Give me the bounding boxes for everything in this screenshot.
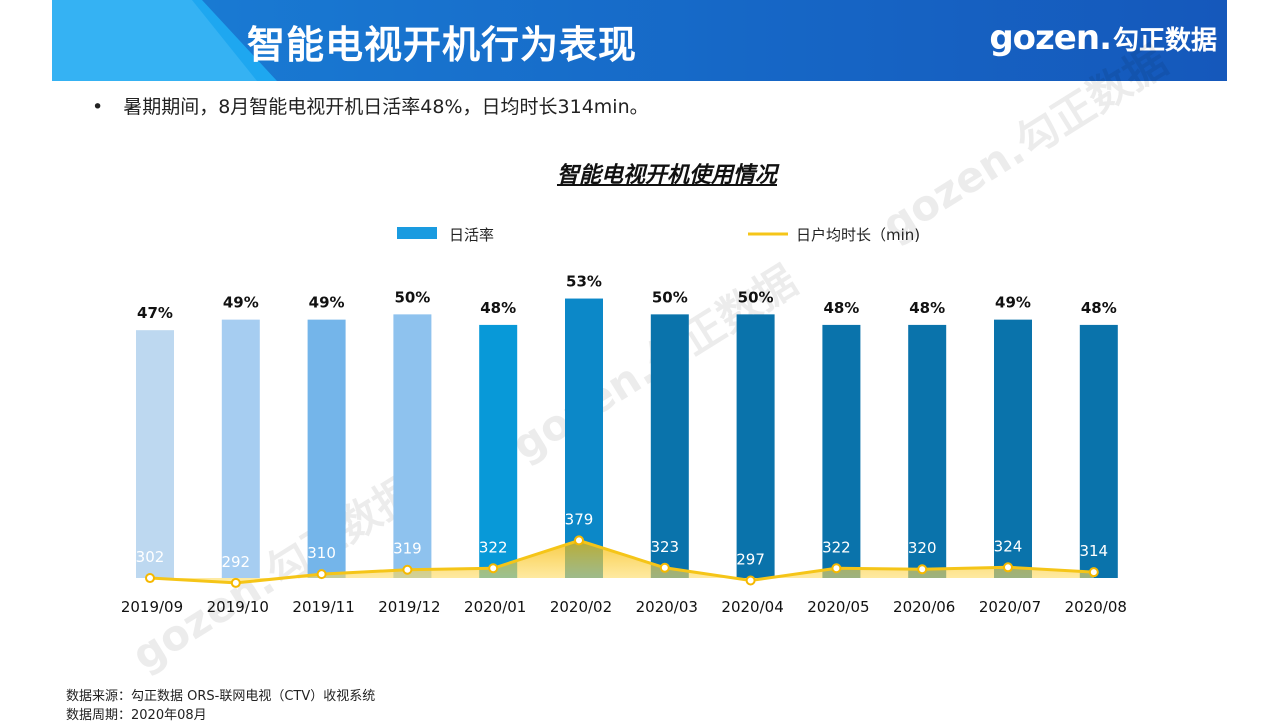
duration-point	[745, 575, 756, 586]
x-tick-label: 2020/02	[550, 598, 612, 616]
x-tick-label: 2020/03	[636, 598, 698, 616]
duration-point	[230, 577, 241, 588]
header-banner: 智能电视开机行为表现 gozen.勾正数据	[52, 0, 1227, 81]
duration-value-label: 324	[994, 537, 1023, 555]
duration-value-label: 310	[307, 544, 336, 562]
bar-2020/06	[908, 324, 947, 578]
duration-value-label: 322	[822, 538, 851, 556]
bar-value-label: 47%	[137, 304, 173, 322]
x-tick-label: 2020/06	[893, 598, 955, 616]
logo-latin: gozen.	[989, 18, 1112, 58]
x-tick-label: 2020/08	[1065, 598, 1127, 616]
duration-value-label: 292	[221, 553, 250, 571]
duration-value-label: 322	[479, 538, 508, 556]
duration-point	[574, 535, 584, 546]
bar-2020/02	[565, 298, 603, 578]
bar-2019/11	[307, 319, 346, 578]
chart-title: 智能电视开机使用情况	[556, 163, 777, 188]
duration-value-label: 314	[1079, 542, 1108, 560]
brand-logo: gozen.勾正数据	[989, 18, 1217, 58]
duration-point	[1088, 567, 1099, 578]
x-tick-label: 2020/05	[807, 598, 869, 616]
duration-point	[1003, 562, 1013, 573]
x-tick-label: 2019/10	[207, 598, 269, 616]
x-tick-label: 2020/04	[721, 598, 783, 616]
bar-value-label: 50%	[738, 288, 774, 306]
bar-value-label: 49%	[309, 294, 345, 312]
duration-value-label: 320	[908, 539, 937, 557]
duration-value-label: 302	[136, 548, 165, 566]
duration-point	[917, 564, 928, 575]
duration-point	[402, 564, 413, 575]
bar-2019/12	[393, 314, 432, 578]
summary-bullet: • 暑期期间，8月智能电视开机日活率48%，日均时长314min。	[92, 92, 649, 119]
duration-line	[149, 538, 1094, 585]
bar-2019/09	[136, 330, 174, 578]
legend-label-line: 日户均时长（min)	[796, 226, 920, 244]
bar-2020/08	[1079, 324, 1118, 578]
bar-value-label: 50%	[652, 288, 688, 306]
data-source: 数据来源：勾正数据 ORS-联网电视（CTV）收视系统	[66, 689, 376, 704]
summary-text: 暑期期间，8月智能电视开机日活率48%，日均时长314min。	[123, 96, 649, 118]
data-period: 数据周期：2020年08月	[66, 708, 207, 723]
duration-point	[659, 562, 670, 573]
bullet-marker: •	[92, 96, 104, 118]
bar-2020/05	[822, 324, 861, 578]
bar-value-label: 48%	[480, 299, 516, 317]
duration-value-label: 379	[565, 510, 594, 528]
duration-point	[145, 573, 155, 584]
page-title: 智能电视开机行为表现	[247, 23, 638, 67]
bar-value-label: 53%	[566, 273, 602, 291]
x-tick-label: 2019/09	[121, 598, 183, 616]
bar-value-label: 48%	[909, 299, 945, 317]
x-tick-label: 2019/12	[378, 598, 440, 616]
legend-label-bar: 日活率	[449, 226, 494, 244]
duration-value-label: 297	[736, 550, 765, 568]
legend-swatch-bar	[397, 227, 437, 239]
x-tick-label: 2020/01	[464, 598, 526, 616]
bar-value-label: 49%	[223, 294, 259, 312]
duration-point	[488, 563, 499, 574]
bar-value-label: 49%	[995, 294, 1031, 312]
duration-value-label: 323	[650, 538, 679, 556]
bar-value-label: 48%	[1081, 299, 1117, 317]
x-tick-label: 2020/07	[979, 598, 1041, 616]
logo-cn: 勾正数据	[1112, 26, 1217, 56]
duration-point	[316, 569, 327, 580]
bar-2019/10	[221, 319, 260, 578]
duration-value-label: 319	[393, 540, 422, 558]
duration-point	[831, 563, 842, 574]
bar-2020/04	[736, 314, 775, 578]
bar-value-label: 48%	[823, 299, 859, 317]
x-tick-label: 2019/11	[292, 598, 354, 616]
bar-value-label: 50%	[394, 288, 430, 306]
bar-2020/03	[650, 314, 689, 578]
bar-2020/01	[479, 324, 518, 578]
bar-2020/07	[994, 319, 1032, 578]
